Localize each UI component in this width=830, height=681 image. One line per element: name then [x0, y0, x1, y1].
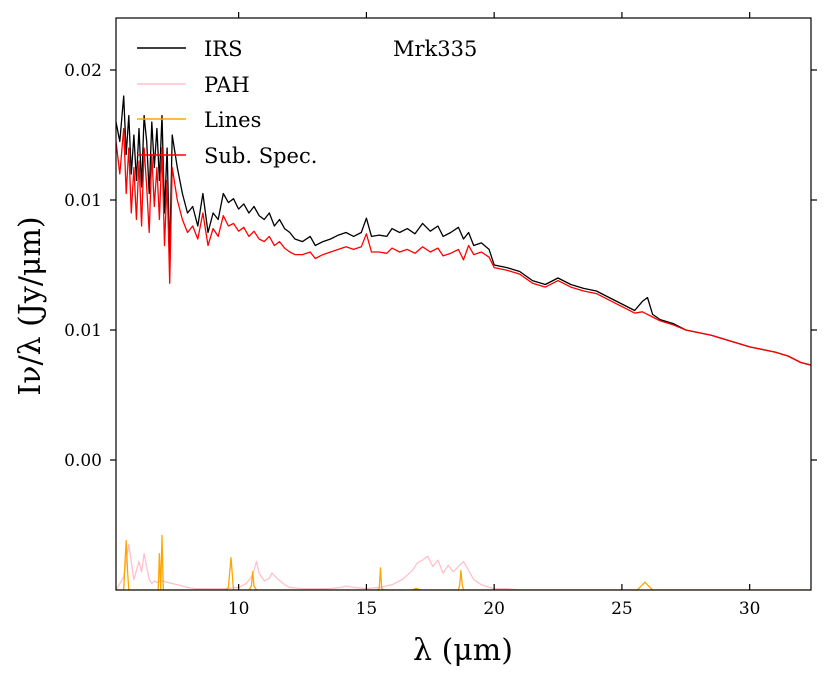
legend-label-sub-spec: Sub. Spec. — [204, 144, 317, 168]
plot-frame — [115, 17, 812, 591]
legend-label-pah: PAH — [204, 73, 250, 97]
x-axis-title: λ (μm) — [413, 633, 513, 668]
y-tick-label: 0.01 — [64, 321, 102, 341]
series-line-pah — [116, 543, 811, 590]
y-tick-label: 0.02 — [64, 61, 102, 81]
y-tick-label: 0.01 — [64, 191, 102, 211]
x-tick-label: 30 — [739, 599, 761, 619]
y-axis-title: Iν/λ (Jy/μm) — [13, 216, 48, 395]
x-tick-label: 20 — [483, 599, 505, 619]
series-line-sub-spec — [116, 127, 811, 366]
legend-label-irs: IRS — [204, 37, 243, 61]
x-tick-label: 25 — [611, 599, 633, 619]
series-layer — [116, 95, 811, 590]
x-tick-label: 10 — [228, 599, 250, 619]
y-tick-label: 0.00 — [64, 451, 102, 471]
legend: IRS PAH Lines Sub. Spec. — [137, 37, 317, 168]
object-name-label: Mrk335 — [393, 37, 477, 61]
axis-layer: 10 15 20 25 30 0.00 0.01 0.01 0.02 — [64, 12, 817, 619]
x-tick-label: 15 — [356, 599, 378, 619]
legend-label-lines: Lines — [204, 108, 261, 132]
series-line-lines — [116, 534, 811, 590]
series-line-irs — [116, 95, 811, 366]
